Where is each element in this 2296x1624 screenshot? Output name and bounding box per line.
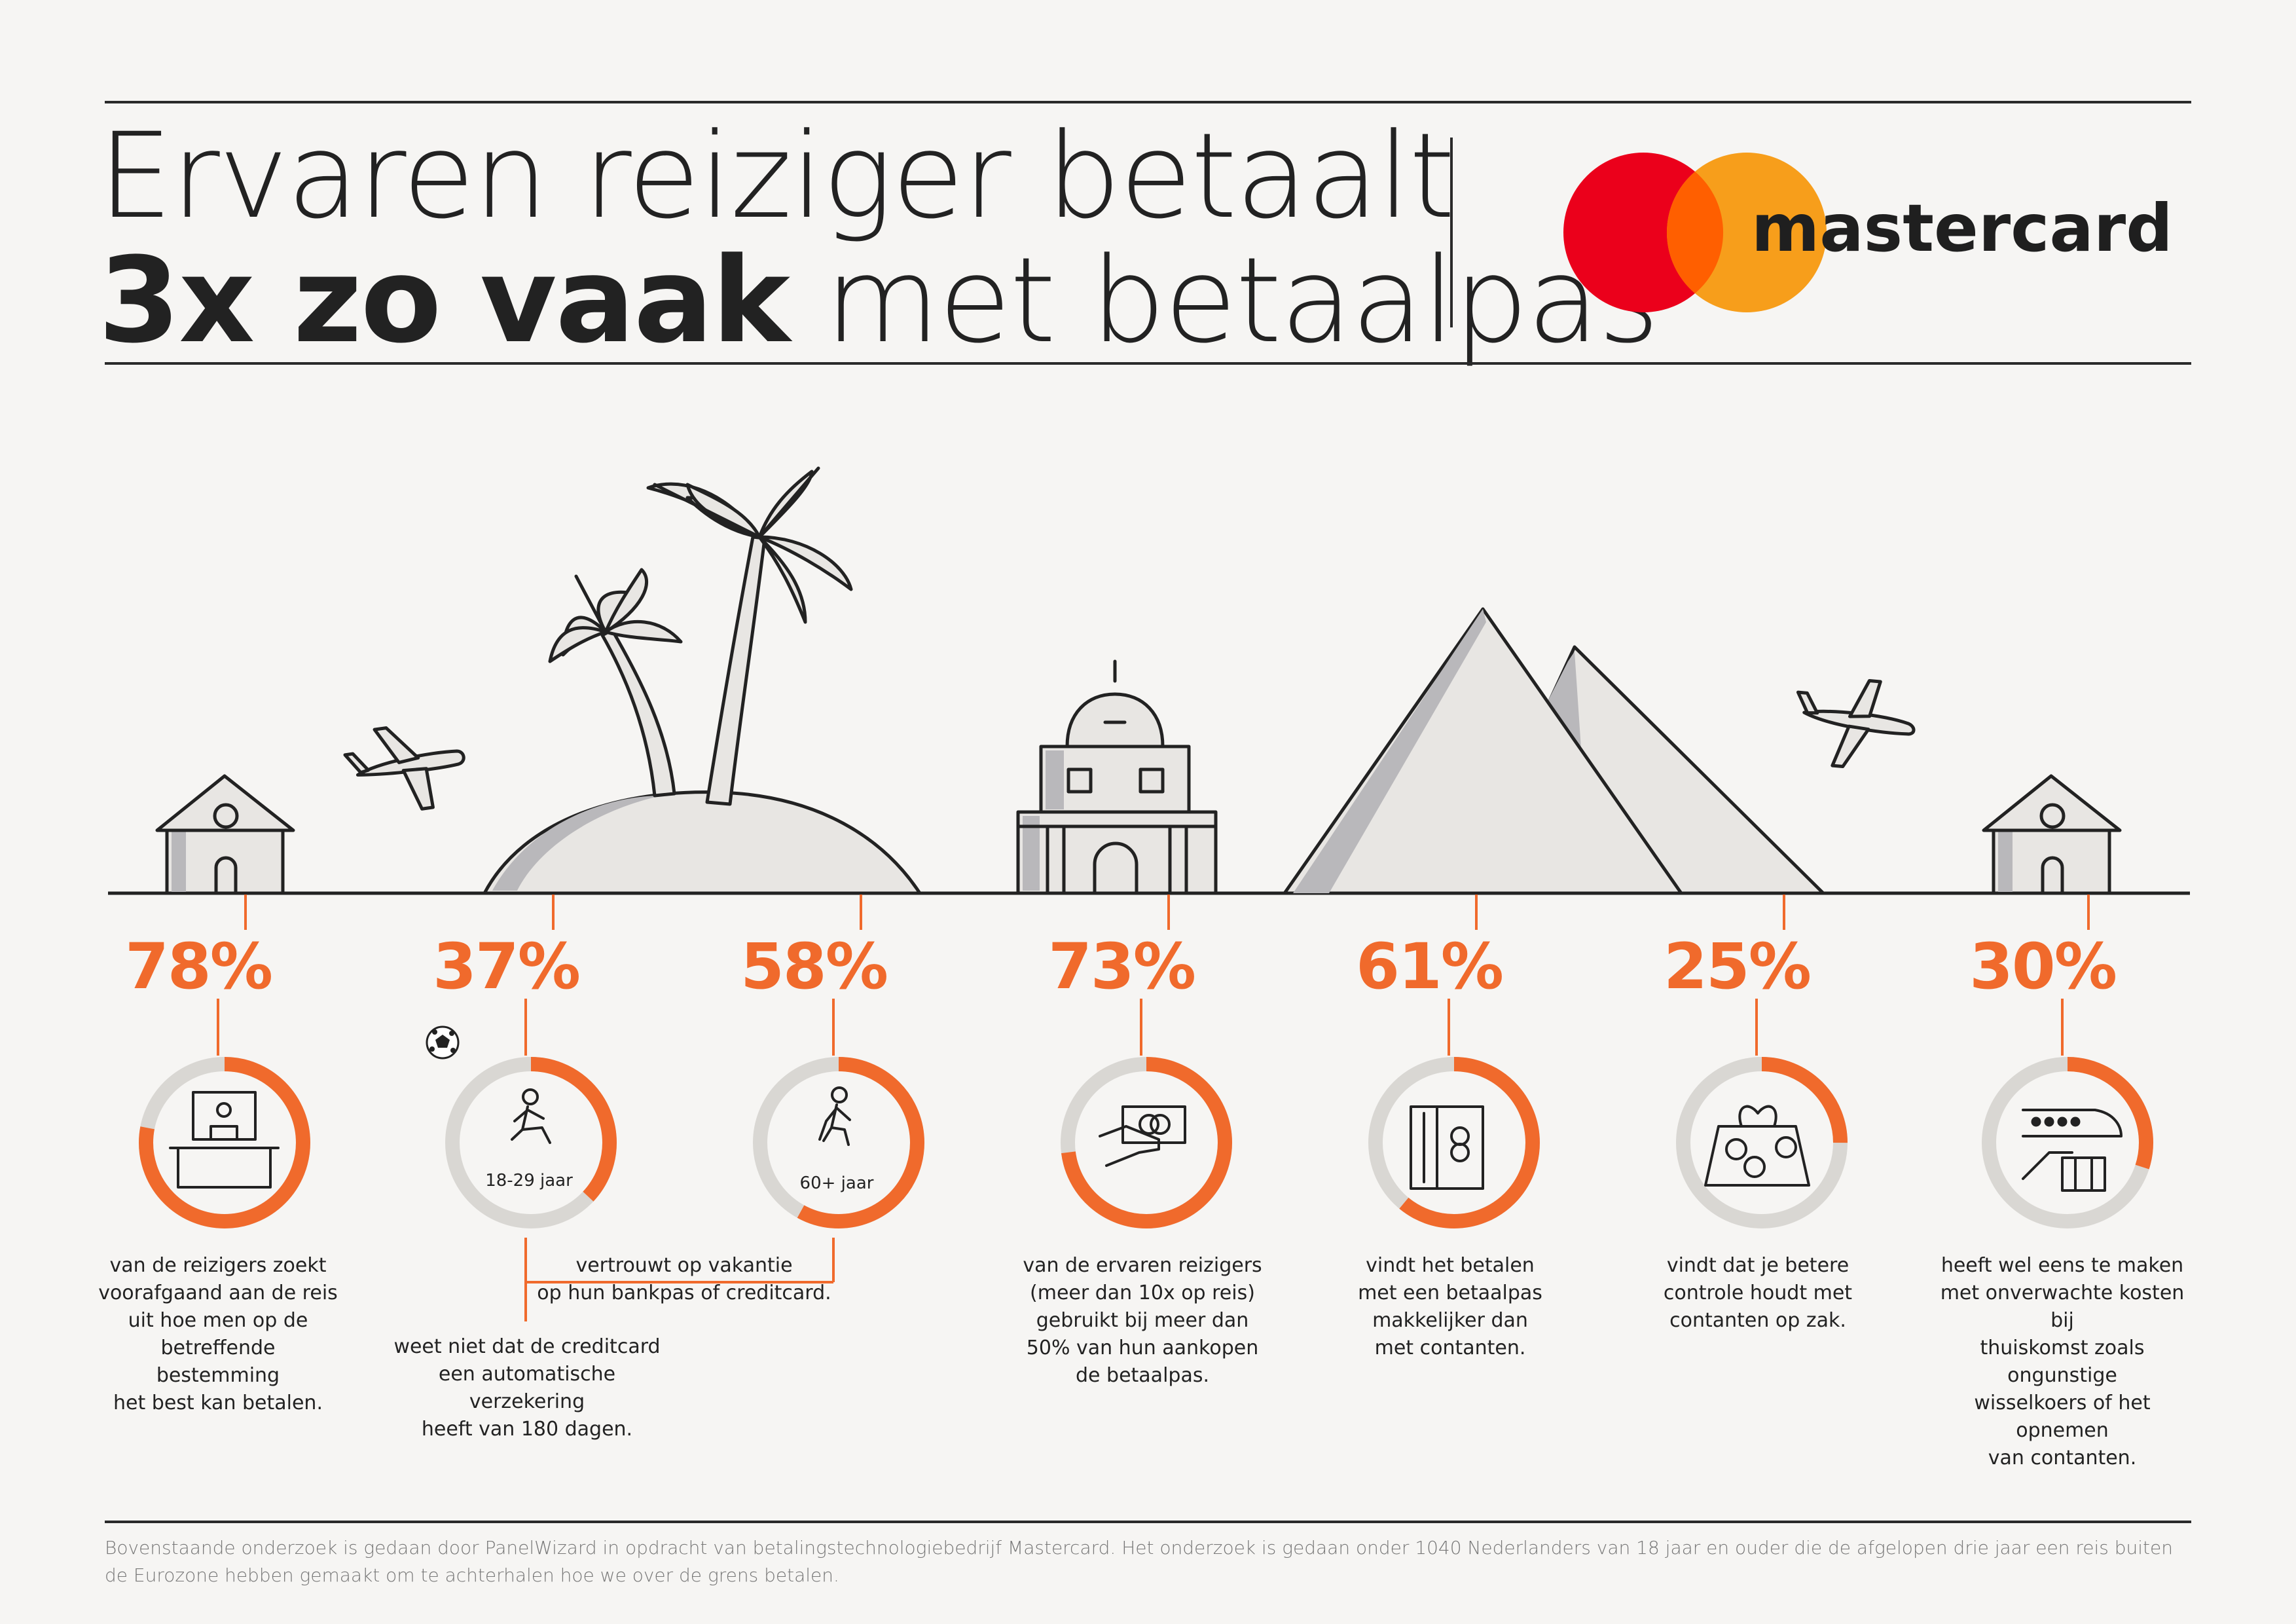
desc-line: van contanten. bbox=[1988, 1447, 2137, 1469]
coin-purse-icon bbox=[1704, 1105, 1810, 1187]
footer-rule bbox=[105, 1521, 2191, 1523]
desc-line: gebruikt bij meer dan bbox=[1036, 1309, 1249, 1332]
desc-line: van de ervaren reizigers bbox=[1023, 1254, 1262, 1277]
stat-description-4: van de ervaren reizigers (meer dan 10x o… bbox=[1015, 1252, 1270, 1390]
stat-percent-1: 78% bbox=[125, 930, 273, 1003]
stat-description-6: vindt dat je betere controle houdt met c… bbox=[1637, 1252, 1879, 1335]
stat-percent-3: 58% bbox=[740, 930, 888, 1003]
mastercard-wordmark: mastercard bbox=[1751, 190, 2173, 267]
stat-percent-2: 37% bbox=[433, 930, 581, 1003]
header-divider bbox=[1450, 138, 1453, 327]
stat-description-7: heeft wel eens te maken met onverwachte … bbox=[1928, 1252, 2196, 1472]
donut-progress-5 bbox=[1368, 1057, 1540, 1228]
donut-progress-1 bbox=[139, 1057, 310, 1228]
page-title-line2: 3x zo vaak met betaalpas bbox=[98, 232, 1660, 369]
desc-line: het best kan betalen. bbox=[113, 1392, 323, 1414]
desc-line: met onverwachte kosten bij bbox=[1940, 1282, 2185, 1332]
house-right-icon bbox=[1982, 774, 2122, 895]
airplane-left-icon bbox=[343, 726, 465, 811]
desc-line: vertrouwt op vakantie bbox=[575, 1254, 793, 1277]
stat-description-1: van de reizigers zoekt voorafgaand aan d… bbox=[97, 1252, 339, 1417]
desc-line: controle houdt met bbox=[1663, 1282, 1853, 1304]
soccer-ball-icon bbox=[426, 1025, 460, 1060]
desc-line: van de reizigers zoekt bbox=[109, 1254, 327, 1277]
page-title-line1: Ervaren reiziger betaalt bbox=[98, 108, 1455, 245]
stat-percent-6: 25% bbox=[1664, 930, 1812, 1003]
stat-percent-4: 73% bbox=[1048, 930, 1196, 1003]
airplane-right-icon bbox=[1796, 679, 1916, 769]
title-highlight: 3x zo vaak bbox=[98, 232, 790, 369]
title-rest: met betaalpas bbox=[789, 232, 1659, 369]
donut-progress-7 bbox=[1982, 1057, 2153, 1228]
desc-line: contanten op zak. bbox=[1669, 1309, 1846, 1332]
desc-line: 50% van hun aankopen bbox=[1026, 1337, 1259, 1359]
desc-line: een automatische verzekering bbox=[438, 1363, 616, 1413]
desc-line: de betaalpas. bbox=[1076, 1364, 1209, 1387]
pyramids-icon bbox=[1283, 607, 1825, 895]
desc-line: voorafgaand aan de reis bbox=[98, 1282, 338, 1304]
desc-line: makkelijker dan bbox=[1372, 1309, 1528, 1332]
ring-icons bbox=[169, 1086, 2123, 1192]
laptop-person-icon bbox=[169, 1091, 280, 1189]
stat-description-3: vertrouwt op vakantie op hun bankpas of … bbox=[537, 1252, 831, 1307]
train-luggage-icon bbox=[2022, 1109, 2123, 1192]
desc-line: heeft wel eens te maken bbox=[1941, 1254, 2184, 1277]
ring-label-age-young: 18-29 jaar bbox=[485, 1171, 573, 1190]
donut-progress-6 bbox=[1676, 1057, 1848, 1228]
house-left-icon bbox=[155, 774, 295, 895]
stat-percent-5: 61% bbox=[1356, 930, 1504, 1003]
desc-line: met een betaalpas bbox=[1358, 1282, 1542, 1304]
desc-line: (meer dan 10x op reis) bbox=[1030, 1282, 1255, 1304]
palm-trees-icon bbox=[548, 466, 853, 806]
donut-rings bbox=[139, 1057, 2153, 1228]
desc-line: uit hoe men op de bbox=[128, 1309, 308, 1332]
desc-line: vindt het betalen bbox=[1366, 1254, 1535, 1277]
desc-line: betreffende bestemming bbox=[156, 1337, 280, 1387]
connector-lines bbox=[217, 895, 2090, 1321]
hand-with-card-icon bbox=[1099, 1105, 1186, 1167]
domed-building-icon bbox=[1016, 659, 1218, 895]
desc-line: met contanten. bbox=[1374, 1337, 1526, 1359]
stat-description-5: vindt het betalen met een betaalpas makk… bbox=[1329, 1252, 1571, 1362]
donut-progress-2 bbox=[445, 1057, 617, 1228]
stat-percent-7: 30% bbox=[1969, 930, 2117, 1003]
walking-person-young-icon bbox=[511, 1088, 551, 1144]
desc-line: heeft van 180 dagen. bbox=[421, 1418, 633, 1441]
ring-label-age-senior: 60+ jaar bbox=[799, 1173, 874, 1193]
desc-line: wisselkoers of het opnemen bbox=[1974, 1392, 2151, 1442]
desc-line: vindt dat je betere bbox=[1666, 1254, 1850, 1277]
desc-line: weet niet dat de creditcard bbox=[393, 1335, 661, 1358]
stat-description-2: weet niet dat de creditcard een automati… bbox=[380, 1333, 674, 1443]
island-icon bbox=[483, 790, 922, 895]
desc-line: thuiskomst zoals ongunstige bbox=[1980, 1337, 2145, 1387]
walking-person-senior-icon bbox=[818, 1086, 851, 1146]
footer-note: Bovenstaande onderzoek is gedaan door Pa… bbox=[105, 1537, 2173, 1586]
top-rule bbox=[105, 101, 2191, 103]
donut-progress-4 bbox=[1061, 1057, 1232, 1228]
desc-line: op hun bankpas of creditcard. bbox=[537, 1282, 831, 1304]
donut-progress-3 bbox=[753, 1057, 924, 1228]
header-bottom-rule bbox=[105, 362, 2191, 365]
card-terminal-icon bbox=[1410, 1105, 1484, 1190]
